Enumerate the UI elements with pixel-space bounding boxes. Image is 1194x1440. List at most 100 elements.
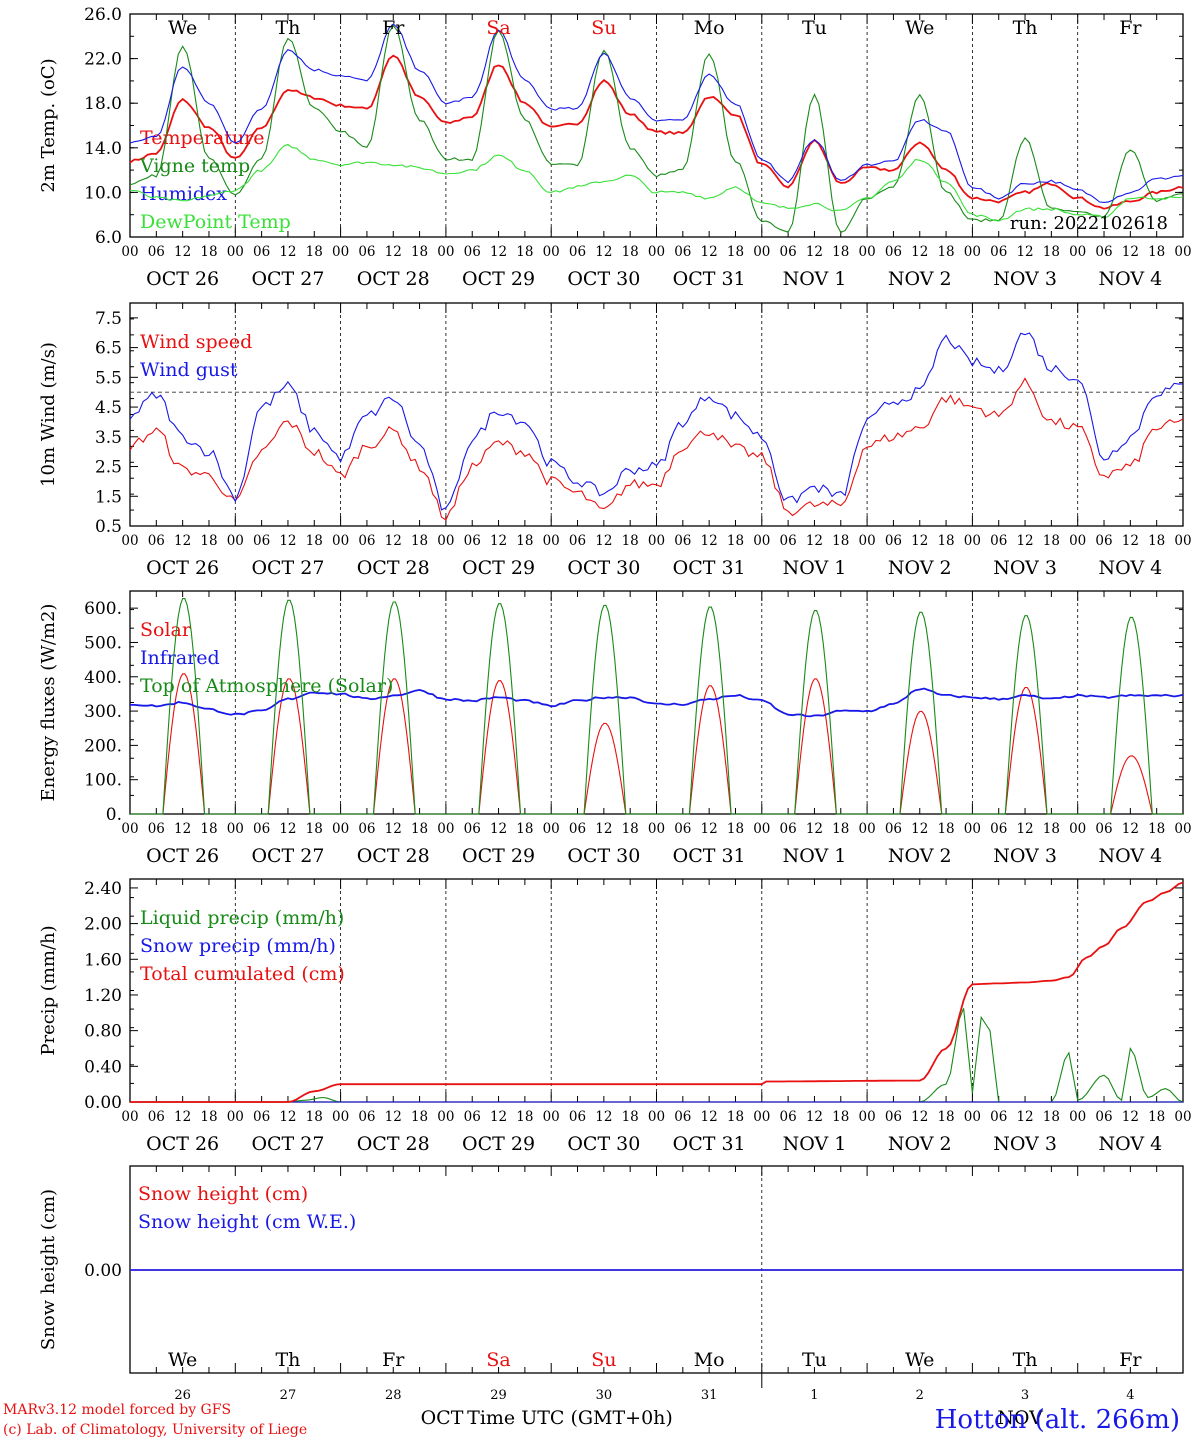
legend-entry: Top of Atmosphere (Solar) xyxy=(140,675,393,697)
hour-tick-label: 00 xyxy=(437,244,454,260)
hour-tick-label: 18 xyxy=(1148,1109,1165,1125)
hour-tick-label: 12 xyxy=(385,244,402,260)
hour-tick-label: 12 xyxy=(279,821,296,837)
hour-tick-label: 18 xyxy=(200,1109,217,1125)
y-axis-label: Precip (mm/h) xyxy=(38,925,59,1055)
panel-frame xyxy=(129,590,1184,815)
date-label: OCT 31 xyxy=(673,845,746,867)
hour-tick-label: 06 xyxy=(253,1109,270,1125)
day-name: Fr xyxy=(382,1349,405,1371)
hour-tick-label: 00 xyxy=(543,1109,560,1125)
date-label: NOV 4 xyxy=(1098,268,1162,290)
legend-entry: Total cumulated (cm) xyxy=(140,963,345,985)
panel-frame xyxy=(129,13,1184,238)
hour-tick-label: 06 xyxy=(464,533,481,549)
hour-tick-label: 06 xyxy=(780,533,797,549)
footer-credit: (c) Lab. of Climatology, University of L… xyxy=(3,1422,307,1438)
hour-tick-label: 12 xyxy=(701,533,718,549)
series-line xyxy=(129,143,1184,222)
hour-tick-label: 12 xyxy=(174,244,191,260)
legend-entry: Snow height (cm W.E.) xyxy=(138,1211,356,1233)
hour-tick-label: 06 xyxy=(569,1109,586,1125)
hour-tick-label: 06 xyxy=(885,821,902,837)
hour-tick-label: 12 xyxy=(279,533,296,549)
hour-tick-label: 12 xyxy=(701,244,718,260)
y-tick-label: 0.80 xyxy=(84,1022,122,1042)
hour-tick-label: 12 xyxy=(490,533,507,549)
hour-tick-label: 00 xyxy=(1069,1109,1086,1125)
hour-tick-label: 06 xyxy=(1095,821,1112,837)
day-name: Su xyxy=(591,17,616,39)
y-tick-label: 400. xyxy=(84,668,122,688)
hour-tick-label: 06 xyxy=(780,1109,797,1125)
legend-entry: DewPoint Temp xyxy=(140,211,291,233)
legend-entry: Snow precip (mm/h) xyxy=(140,935,336,957)
hour-tick-label: 12 xyxy=(1016,1109,1033,1125)
hour-tick-label: 18 xyxy=(1043,533,1060,549)
hour-tick-label: 00 xyxy=(332,244,349,260)
day-name: Fr xyxy=(1119,1349,1142,1371)
y-tick-label: 600. xyxy=(84,599,122,619)
hour-tick-label: 12 xyxy=(595,244,612,260)
hour-tick-label: 06 xyxy=(148,1109,165,1125)
hour-tick-label: 00 xyxy=(121,533,138,549)
y-tick-label: 500. xyxy=(84,633,122,653)
hour-tick-label: 00 xyxy=(1069,244,1086,260)
hour-tick-label: 12 xyxy=(385,821,402,837)
hour-tick-label: 00 xyxy=(648,244,665,260)
date-label: NOV 3 xyxy=(993,1133,1057,1155)
panel-frame xyxy=(129,302,1184,527)
hour-tick-label: 12 xyxy=(490,1109,507,1125)
date-label: NOV 3 xyxy=(993,557,1057,579)
hour-tick-label: 00 xyxy=(121,244,138,260)
day-name: Tu xyxy=(802,1349,827,1371)
day-name: We xyxy=(905,1349,934,1371)
day-number: 27 xyxy=(280,1388,297,1403)
hour-tick-label: 12 xyxy=(385,533,402,549)
hour-tick-label: 18 xyxy=(937,1109,954,1125)
hour-tick-label: 00 xyxy=(227,244,244,260)
y-tick-label: 2.5 xyxy=(95,458,122,478)
day-name: Th xyxy=(1013,1349,1038,1371)
y-tick-label: 22.0 xyxy=(84,50,122,70)
hour-tick-label: 06 xyxy=(148,533,165,549)
hour-tick-label: 06 xyxy=(358,533,375,549)
hour-tick-label: 18 xyxy=(200,533,217,549)
hour-tick-label: 12 xyxy=(595,821,612,837)
hour-tick-label: 18 xyxy=(832,1109,849,1125)
run-label: run: 2022102618 xyxy=(1010,213,1168,234)
hour-tick-label: 00 xyxy=(332,533,349,549)
hour-tick-label: 00 xyxy=(332,1109,349,1125)
day-name: We xyxy=(168,17,197,39)
y-tick-label: 1.20 xyxy=(84,986,122,1006)
hour-tick-label: 12 xyxy=(595,533,612,549)
hour-tick-label: 00 xyxy=(753,533,770,549)
hour-tick-label: 00 xyxy=(859,1109,876,1125)
day-name: Th xyxy=(1013,17,1038,39)
hour-tick-label: 18 xyxy=(411,821,428,837)
y-tick-label: 10.0 xyxy=(84,183,122,203)
hour-tick-label: 00 xyxy=(964,1109,981,1125)
hour-tick-label: 12 xyxy=(701,821,718,837)
legend-entry: Wind gust xyxy=(140,359,238,381)
hour-tick-label: 06 xyxy=(885,533,902,549)
legend-entry: Infrared xyxy=(140,647,220,669)
date-label: OCT 29 xyxy=(462,1133,535,1155)
hour-tick-label: 12 xyxy=(279,244,296,260)
y-tick-label: 0.40 xyxy=(84,1057,122,1077)
hour-tick-label: 06 xyxy=(674,1109,691,1125)
day-number: 31 xyxy=(701,1388,718,1403)
day-number: 26 xyxy=(174,1388,191,1403)
y-tick-label: 18.0 xyxy=(84,94,122,114)
hour-tick-label: 06 xyxy=(569,244,586,260)
hour-tick-label: 18 xyxy=(1148,533,1165,549)
y-tick-label: 7.5 xyxy=(95,309,122,329)
hour-tick-label: 06 xyxy=(358,1109,375,1125)
hour-tick-label: 00 xyxy=(1174,821,1191,837)
hour-tick-label: 00 xyxy=(1174,1109,1191,1125)
hour-tick-label: 00 xyxy=(964,533,981,549)
hour-tick-label: 12 xyxy=(1122,821,1139,837)
hour-tick-label: 00 xyxy=(121,821,138,837)
